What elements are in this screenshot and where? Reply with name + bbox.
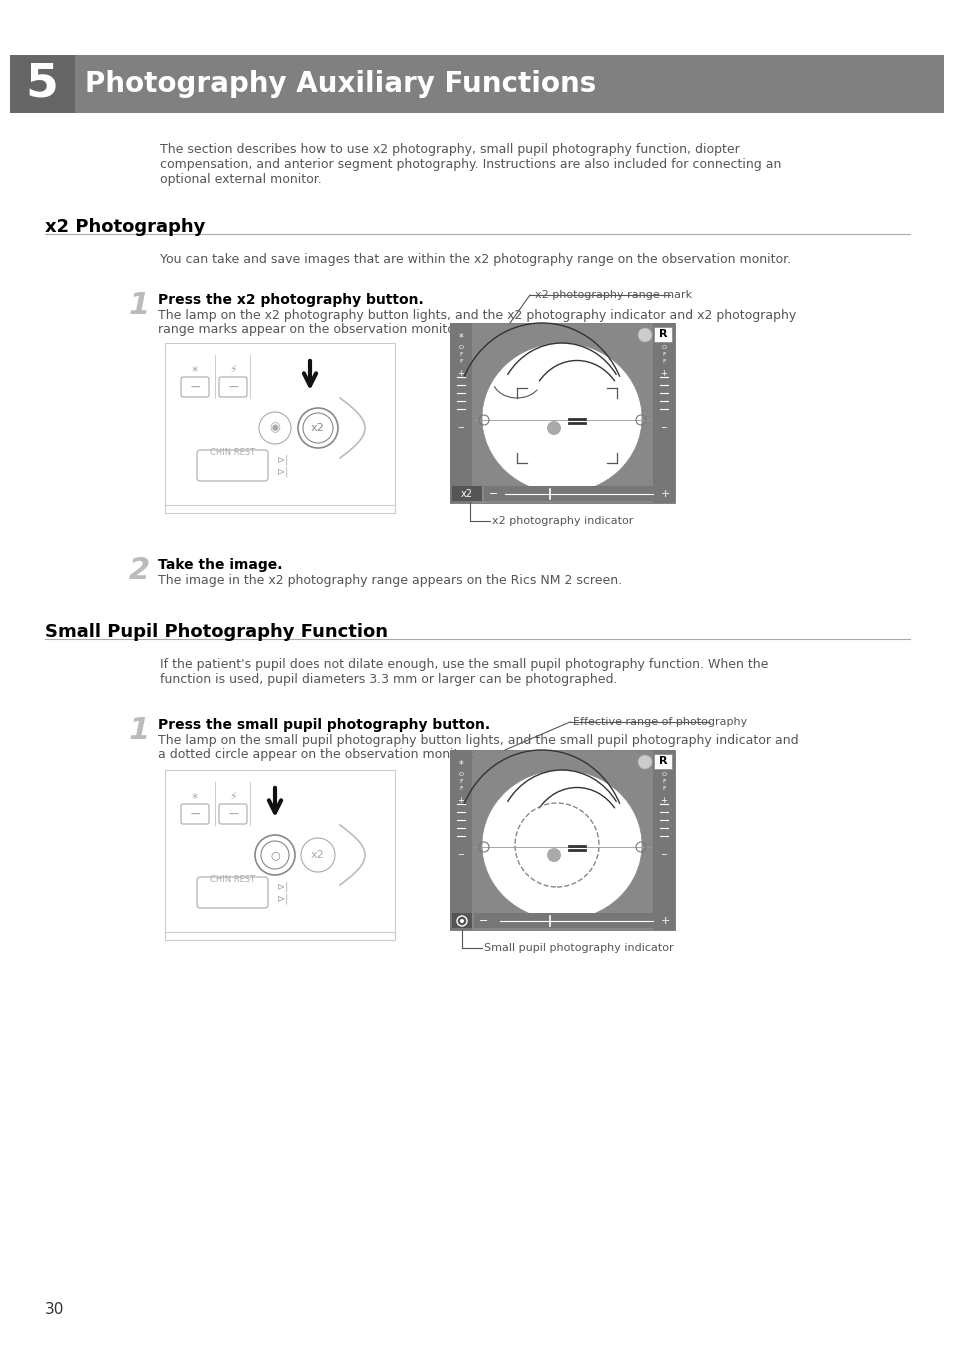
- Text: ◉: ◉: [270, 421, 280, 435]
- Text: +: +: [659, 369, 667, 378]
- Text: You can take and save images that are within the x2 photography range on the obs: You can take and save images that are wi…: [160, 252, 790, 266]
- Text: function is used, pupil diameters 3.3 mm or larger can be photographed.: function is used, pupil diameters 3.3 mm…: [160, 674, 617, 686]
- Text: a dotted circle appear on the observation monitor.: a dotted circle appear on the observatio…: [158, 748, 474, 761]
- Text: ⚡: ⚡: [229, 364, 236, 375]
- Bar: [652, 323, 675, 504]
- Text: F: F: [661, 786, 665, 791]
- Text: x2: x2: [311, 850, 325, 860]
- Bar: [10, 55, 943, 113]
- Text: O: O: [458, 772, 463, 778]
- Text: −: −: [227, 379, 238, 394]
- Bar: [165, 343, 395, 513]
- Text: 1: 1: [129, 716, 150, 745]
- Text: F: F: [458, 359, 462, 364]
- Text: F: F: [458, 352, 462, 356]
- Text: R: R: [659, 329, 666, 339]
- Text: −: −: [659, 423, 667, 432]
- Bar: [450, 751, 472, 930]
- Ellipse shape: [481, 343, 641, 493]
- Circle shape: [638, 328, 651, 342]
- Text: O: O: [660, 772, 666, 778]
- Ellipse shape: [481, 769, 641, 919]
- Text: Photography Auxiliary Functions: Photography Auxiliary Functions: [85, 70, 596, 99]
- Text: R: R: [659, 756, 666, 765]
- Text: +: +: [457, 369, 464, 378]
- Text: CHIN REST: CHIN REST: [211, 448, 255, 458]
- Text: O: O: [660, 346, 666, 350]
- Text: ○: ○: [270, 850, 279, 860]
- Text: −: −: [457, 850, 464, 859]
- Text: 30: 30: [45, 1301, 64, 1318]
- Text: Press the x2 photography button.: Press the x2 photography button.: [158, 293, 423, 306]
- Text: ⚡: ⚡: [659, 333, 667, 343]
- Text: x2 Photography: x2 Photography: [45, 217, 205, 236]
- Text: −: −: [189, 379, 200, 394]
- Text: −: −: [659, 850, 667, 859]
- Text: *: *: [458, 760, 463, 770]
- Text: x2 photography indicator: x2 photography indicator: [492, 516, 633, 526]
- Bar: [483, 486, 672, 501]
- Bar: [450, 751, 675, 930]
- Bar: [652, 751, 675, 930]
- Text: Press the small pupil photography button.: Press the small pupil photography button…: [158, 718, 490, 732]
- Text: Take the image.: Take the image.: [158, 558, 282, 572]
- Text: Small pupil photography indicator: Small pupil photography indicator: [483, 944, 673, 953]
- Circle shape: [546, 848, 560, 863]
- Text: CHIN REST: CHIN REST: [211, 875, 255, 884]
- Text: The section describes how to use x2 photography, small pupil photography functio: The section describes how to use x2 phot…: [160, 143, 739, 157]
- Text: F: F: [458, 779, 462, 784]
- Text: +: +: [659, 489, 669, 500]
- Bar: [654, 755, 671, 770]
- Text: 5: 5: [26, 62, 58, 107]
- Text: ⊳|: ⊳|: [276, 882, 288, 892]
- Text: 2: 2: [129, 556, 150, 585]
- Text: compensation, and anterior segment photography. Instructions are also included f: compensation, and anterior segment photo…: [160, 158, 781, 171]
- Text: F: F: [661, 359, 665, 364]
- Bar: [10, 55, 75, 113]
- Text: ⊳|: ⊳|: [276, 894, 288, 904]
- Bar: [452, 913, 472, 927]
- Text: optional external monitor.: optional external monitor.: [160, 173, 321, 186]
- Bar: [450, 323, 472, 504]
- Text: 1: 1: [129, 292, 150, 320]
- Text: F: F: [661, 352, 665, 356]
- Text: x2 photography range mark: x2 photography range mark: [535, 290, 691, 300]
- Text: The lamp on the x2 photography button lights, and the x2 photography indicator a: The lamp on the x2 photography button li…: [158, 309, 796, 323]
- Text: The lamp on the small pupil photography button lights, and the small pupil photo: The lamp on the small pupil photography …: [158, 734, 798, 747]
- Bar: [654, 327, 671, 342]
- Bar: [452, 486, 481, 501]
- Text: +: +: [659, 796, 667, 805]
- Circle shape: [459, 919, 463, 923]
- Text: −: −: [489, 489, 498, 500]
- Text: ⊳|: ⊳|: [276, 467, 288, 478]
- Text: Small Pupil Photography Function: Small Pupil Photography Function: [45, 622, 388, 641]
- Text: ⚡: ⚡: [229, 792, 236, 802]
- Bar: [450, 323, 675, 504]
- Text: *: *: [192, 364, 198, 378]
- Text: −: −: [457, 423, 464, 432]
- Bar: [165, 769, 395, 940]
- Circle shape: [638, 755, 651, 770]
- Text: O: O: [458, 346, 463, 350]
- Text: F: F: [661, 779, 665, 784]
- Text: +: +: [659, 917, 669, 926]
- Text: −: −: [227, 807, 238, 821]
- Text: x2: x2: [460, 489, 473, 500]
- Text: If the patient's pupil does not dilate enough, use the small pupil photography f: If the patient's pupil does not dilate e…: [160, 657, 767, 671]
- Text: *: *: [192, 792, 198, 805]
- Text: +: +: [457, 796, 464, 805]
- Text: F: F: [458, 786, 462, 791]
- Text: x2: x2: [311, 423, 325, 433]
- Text: ⊳|: ⊳|: [276, 455, 288, 466]
- Circle shape: [546, 421, 560, 435]
- Text: The image in the x2 photography range appears on the Rics NM 2 screen.: The image in the x2 photography range ap…: [158, 574, 621, 587]
- Text: range marks appear on the observation monitor.: range marks appear on the observation mo…: [158, 323, 462, 336]
- Text: Effective range of photography: Effective range of photography: [573, 717, 746, 728]
- Text: *: *: [458, 333, 463, 343]
- Bar: [474, 913, 672, 927]
- Text: −: −: [478, 917, 488, 926]
- Text: −: −: [189, 807, 200, 821]
- Text: ⚡: ⚡: [659, 760, 667, 770]
